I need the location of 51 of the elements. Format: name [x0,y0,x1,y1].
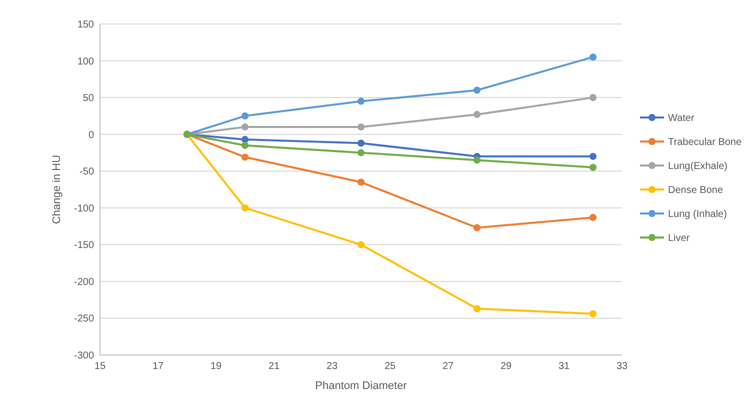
legend-label: Dense Bone [668,185,724,196]
legend-label: Liver [668,233,690,244]
x-tick-label: 17 [152,361,164,372]
y-tick-label: -200 [74,276,94,288]
point [241,204,249,212]
point [473,110,481,118]
x-tick-label: 25 [384,361,396,372]
point [357,241,365,248]
point [473,156,481,164]
y-tick-label: -50 [80,166,94,178]
x-tick-label: 19 [210,361,222,372]
point [357,178,365,186]
point [473,224,481,232]
point [357,123,365,131]
x-tick-label: 23 [326,361,338,372]
y-tick-label: 50 [82,93,94,104]
point [357,140,365,147]
point [473,86,481,94]
point [589,152,597,160]
legend-label: Lung(Exhale) [668,161,728,172]
point [357,98,365,105]
legend-label: Lung (Inhale) [668,209,727,220]
point [589,214,597,222]
point [589,94,597,102]
y-tick-label: 100 [77,56,94,68]
legend-label: Water [668,113,695,124]
point [241,112,249,120]
x-tick-label: 15 [94,361,106,372]
point [241,154,249,161]
y-tick-label: -250 [74,314,94,325]
y-tick-label: -100 [74,203,94,214]
point [589,164,597,171]
x-tick-label: 29 [500,361,512,372]
legend-label: Trabecular Bone [668,137,742,148]
point [241,123,249,131]
y-tick-label: -150 [74,240,94,252]
x-tick-label: 21 [268,361,280,372]
y-tick-label: 150 [77,20,94,30]
point [589,310,597,318]
point [473,305,481,312]
y-tick-label: -300 [74,350,94,362]
x-tick-label: 33 [616,361,628,372]
point [241,142,249,149]
x-tick-label: 27 [442,361,454,372]
point [589,54,597,61]
y-tick-label: 0 [88,130,94,141]
x-axis-title: Phantom Diameter [315,380,408,392]
point [241,136,249,144]
x-tick-label: 31 [558,361,570,372]
point [357,149,365,156]
y-axis-title: Change in HU [51,154,63,224]
